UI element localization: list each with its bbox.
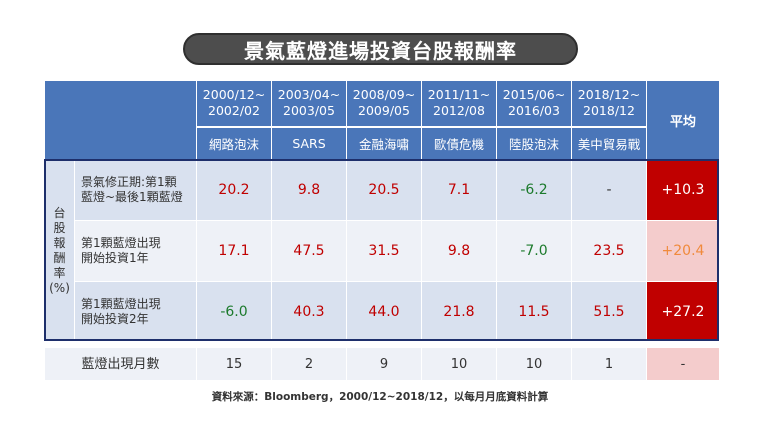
period-date: 2003/04~ 2003/05 [271, 80, 347, 128]
table-cell: 7.1 [421, 159, 497, 221]
period-date: 2018/12~ 2018/12 [571, 80, 647, 128]
period-event: SARS [271, 126, 347, 160]
period-event: 歐債危機 [421, 126, 497, 160]
average-cell: - [646, 347, 720, 381]
table-cell: 9 [346, 347, 422, 381]
header-corner [44, 80, 197, 160]
period-event: 美中貿易戰 [571, 126, 647, 160]
table-cell: 51.5 [571, 281, 647, 342]
table-cell: - [571, 159, 647, 221]
period-date: 2011/11~ 2012/08 [421, 80, 497, 128]
average-cell: +10.3 [646, 159, 720, 221]
table-cell: 20.2 [196, 159, 272, 221]
table-cell: 15 [196, 347, 272, 381]
table-cell: 1 [571, 347, 647, 381]
period-date: 2000/12~ 2002/02 [196, 80, 272, 128]
table-cell: 17.1 [196, 220, 272, 282]
row-label: 第1顆藍燈出現 開始投資1年 [74, 220, 197, 282]
period-date: 2008/09~ 2009/05 [346, 80, 422, 128]
source-note: 資料來源：Bloomberg，2000/12~2018/12，以每月月底資料計算 [211, 391, 549, 403]
table-cell: 10 [421, 347, 497, 381]
table-cell: 20.5 [346, 159, 422, 221]
table-cell: 2 [271, 347, 347, 381]
row-label: 第1顆藍燈出現 開始投資2年 [74, 281, 197, 342]
table-cell: -7.0 [496, 220, 572, 282]
table-cell: -6.2 [496, 159, 572, 221]
table-cell: 21.8 [421, 281, 497, 342]
average-cell: +20.4 [646, 220, 720, 282]
table-cell: 10 [496, 347, 572, 381]
period-event: 網路泡沫 [196, 126, 272, 160]
period-event: 陸股泡沫 [496, 126, 572, 160]
period-date: 2015/06~ 2016/03 [496, 80, 572, 128]
period-event: 金融海嘯 [346, 126, 422, 160]
average-cell: +27.2 [646, 281, 720, 342]
table-cell: 11.5 [496, 281, 572, 342]
months-row-label: 藍燈出現月數 [44, 347, 197, 381]
page-title: 景氣藍燈進場投資台股報酬率 [183, 33, 578, 65]
table-cell: 44.0 [346, 281, 422, 342]
table-cell: 40.3 [271, 281, 347, 342]
table-cell: 47.5 [271, 220, 347, 282]
table-cell: 23.5 [571, 220, 647, 282]
table-cell: 9.8 [271, 159, 347, 221]
average-header: 平均 [646, 80, 720, 160]
row-label: 景氣修正期:第1顆 藍燈~最後1顆藍燈 [74, 159, 197, 221]
table-cell: 31.5 [346, 220, 422, 282]
table-cell: -6.0 [196, 281, 272, 342]
side-label: 台股報酬率 (%) [44, 159, 75, 342]
returns-table: 2000/12~ 2002/02 2003/04~ 2003/05 2008/09~… [44, 80, 720, 381]
table-cell: 9.8 [421, 220, 497, 282]
